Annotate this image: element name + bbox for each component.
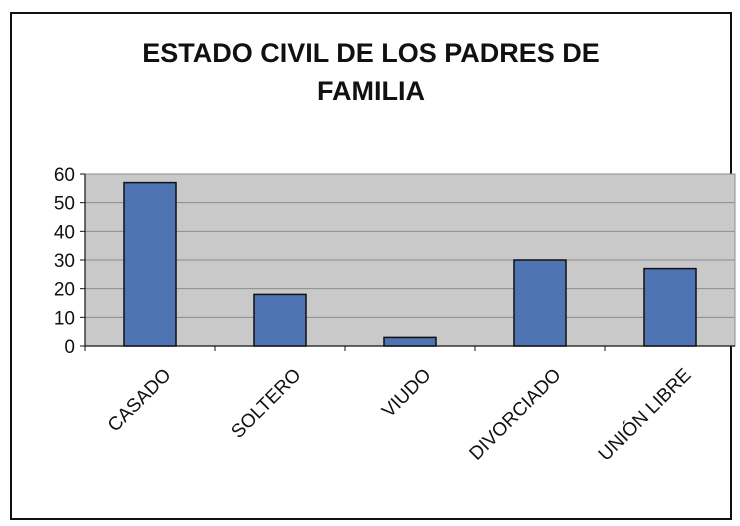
y-tick-label: 0 [64,337,75,358]
category-label: CASADO [104,365,176,437]
y-tick-label: 60 [54,165,75,186]
bar-soltero [253,293,307,347]
y-tick-label: 20 [54,280,75,301]
y-tick-label: 50 [54,194,75,215]
y-tick-label: 40 [54,222,75,243]
chart-title-line-1: ESTADO CIVIL DE LOS PADRES DE [142,38,600,68]
chart-title-line-2: FAMILIA [317,76,425,106]
bar-viudo [383,336,437,347]
bar-casado [123,181,177,347]
chart-title: ESTADO CIVIL DE LOS PADRES DE FAMILIA [12,34,730,110]
bar-divorciado [513,259,567,347]
category-label: UNIÓN LIBRE [594,364,695,465]
bar-unión-libre [643,267,697,347]
category-label: SOLTERO [227,365,305,443]
category-label: VIUDO [378,365,435,422]
y-tick-label: 30 [54,251,75,272]
category-label: DIVORCIADO [466,365,566,465]
y-tick-label: 10 [54,308,75,329]
